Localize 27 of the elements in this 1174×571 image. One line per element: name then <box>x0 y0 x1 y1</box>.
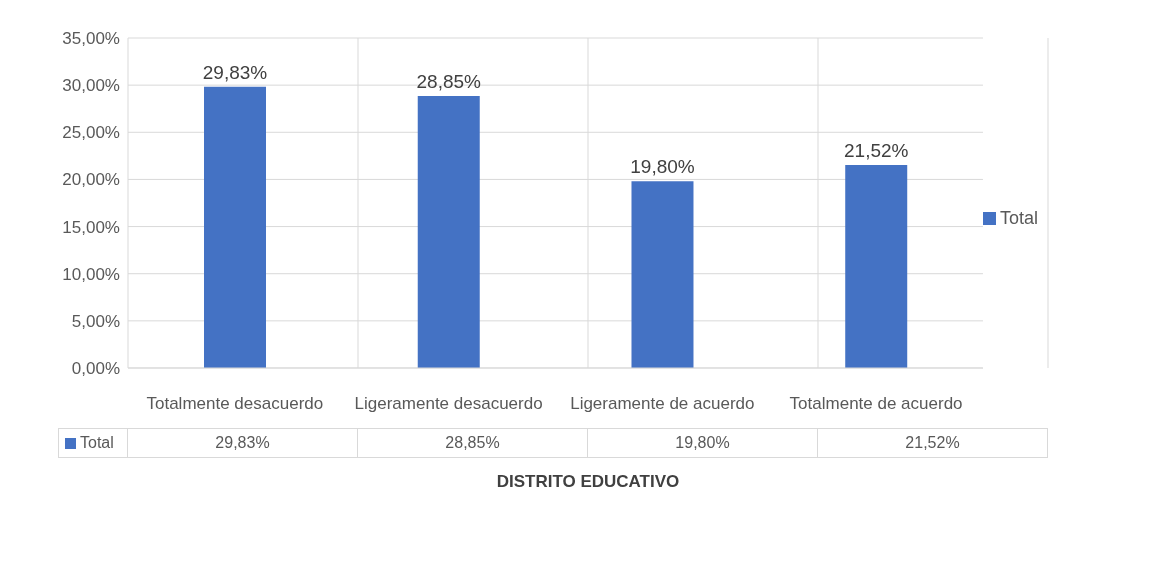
y-tick-label: 20,00% <box>62 170 120 190</box>
y-tick-label: 35,00% <box>62 29 120 49</box>
bar <box>631 181 694 368</box>
text: Total <box>80 434 114 451</box>
data-label: 21,52% <box>818 428 1048 458</box>
y-tick-label: 5,00% <box>71 311 120 331</box>
y-tick-label: 0,00% <box>71 359 120 379</box>
text: 28,85% <box>416 70 481 92</box>
x-tick-label: Ligeramente desacuerdo <box>353 393 544 415</box>
y-tick-label: 10,00% <box>62 264 120 284</box>
x-axis-title: DISTRITO EDUCATIVO <box>495 472 681 492</box>
x-tick-label: Totalmente desacuerdo <box>145 393 325 415</box>
y-tick-label: 25,00% <box>62 123 120 143</box>
y-tick-label: 30,00% <box>62 76 120 96</box>
y-tick-label: 15,00% <box>62 217 120 237</box>
text: 21,52% <box>844 140 909 162</box>
bar <box>845 165 908 368</box>
legend-label: Total <box>999 207 1038 228</box>
data-label: 19,80% <box>588 428 818 458</box>
data-label: 29,83% <box>128 428 358 458</box>
x-tick-label: Ligeramente de acuerdo <box>569 393 756 415</box>
x-tick-label: Totalmente de acuerdo <box>788 393 964 415</box>
data-label: 28,85% <box>358 428 588 458</box>
text: 19,80% <box>630 156 695 178</box>
text: 29,83% <box>202 61 268 83</box>
bar <box>417 95 480 368</box>
bar <box>204 86 266 368</box>
